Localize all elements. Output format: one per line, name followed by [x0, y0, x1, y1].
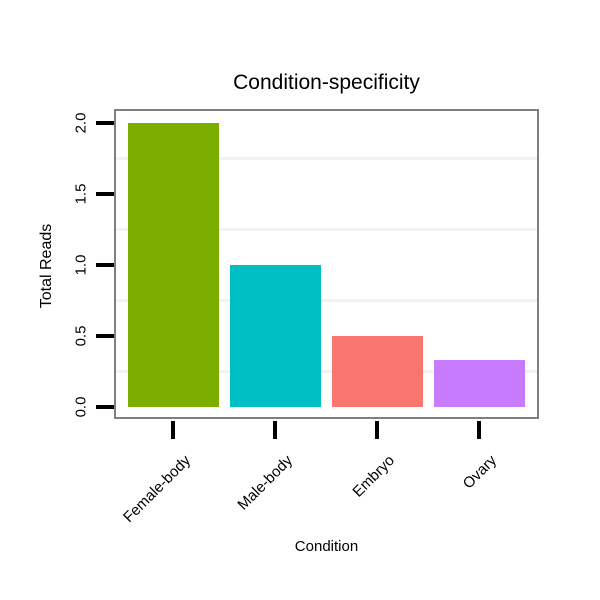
gridlines-layer — [116, 111, 537, 417]
plot-panel — [114, 109, 539, 419]
x-axis-title: Condition — [294, 538, 359, 555]
x-tick-label-male-body: Male-body — [234, 452, 297, 514]
y-tick — [96, 333, 114, 338]
x-tick-label-embryo: Embryo — [349, 452, 399, 501]
x-tick-label-ovary: Ovary — [459, 452, 501, 493]
y-tick — [96, 120, 114, 125]
minor-gridline — [116, 227, 537, 231]
bars-layer — [116, 111, 537, 417]
bar-male-body — [229, 264, 321, 407]
x-tick — [273, 421, 277, 439]
bar-ovary — [433, 360, 525, 407]
minor-gridline — [116, 156, 537, 160]
y-tick-label: 2.0 — [72, 112, 90, 134]
y-tick-label: 0.5 — [72, 325, 90, 347]
x-tick — [375, 421, 379, 439]
minor-gridline — [116, 298, 537, 302]
y-tick-label: 1.5 — [72, 183, 90, 205]
x-tick-label-female-body: Female-body — [120, 452, 195, 526]
bar-female-body — [127, 122, 219, 407]
y-tick-label: 0.0 — [72, 396, 90, 418]
chart-title: Condition-specificity — [233, 71, 420, 94]
bar-embryo — [331, 335, 423, 407]
y-tick — [96, 405, 114, 409]
y-tick — [96, 191, 114, 196]
y-tick-label: 1.0 — [72, 254, 90, 276]
y-tick — [96, 262, 114, 267]
x-tick — [477, 421, 481, 439]
x-tick — [171, 421, 175, 439]
minor-gridline — [116, 369, 537, 373]
y-axis-title: Total Reads — [38, 223, 55, 309]
